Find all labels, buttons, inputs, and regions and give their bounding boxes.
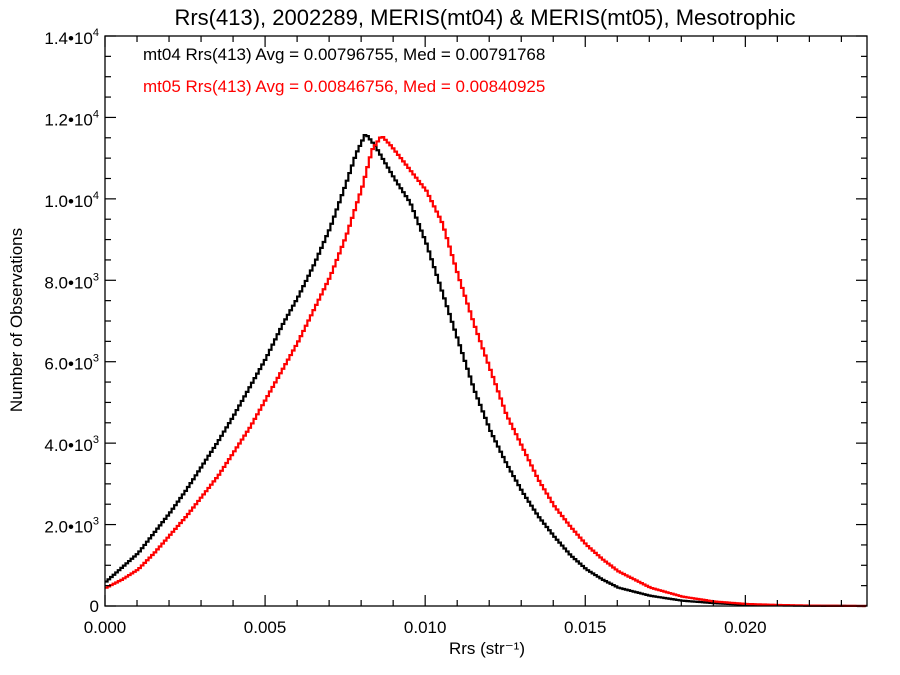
y-tick-mantissa: 2.0•10 [44, 518, 93, 537]
y-tick-mantissa: 0 [90, 597, 99, 616]
y-tick-label: 0 [90, 597, 99, 616]
series-mt05 [105, 136, 867, 608]
y-tick-label: 8.0•103 [44, 271, 99, 292]
plot-area: 0.000 0.005 0.010 0.015 0.02002.0•1034.0•103… [44, 27, 868, 637]
y-tick-exponent: 3 [93, 434, 99, 446]
y-tick-mantissa: 6.0•10 [44, 355, 93, 374]
y-tick-label: 6.0•103 [44, 353, 99, 374]
plot-frame [104, 35, 868, 607]
y-tick-label: 2.0•103 [44, 516, 99, 537]
x-axis-label: Rrs (str⁻¹) [449, 639, 525, 658]
y-tick-label: 1.0•104 [44, 190, 99, 211]
annotation-mt05: mt05 Rrs(413) Avg = 0.00846756, Med = 0.… [143, 77, 545, 96]
y-tick-exponent: 3 [93, 271, 99, 283]
y-axis-label: Number of Observations [7, 228, 26, 412]
x-tick-label: 0.010 [404, 618, 447, 637]
annotation-mt04: mt04 Rrs(413) Avg = 0.00796755, Med = 0.… [143, 45, 545, 64]
y-tick-exponent: 3 [93, 516, 99, 528]
y-tick-mantissa: 1.2•10 [44, 110, 93, 129]
x-tick-label: 0.000 [84, 618, 127, 637]
y-tick-label: 4.0•103 [44, 434, 99, 455]
y-tick-label: 1.2•104 [44, 108, 99, 129]
y-tick-mantissa: 1.4•10 [44, 29, 93, 48]
y-tick-exponent: 4 [93, 108, 99, 120]
x-tick-label: 0.015 [564, 618, 607, 637]
y-tick-mantissa: 1.0•10 [44, 192, 93, 211]
series-mt04 [105, 133, 867, 608]
y-tick-label: 1.4•104 [44, 27, 99, 48]
y-tick-exponent: 4 [93, 190, 99, 202]
x-tick-label: 0.020 [724, 618, 767, 637]
chart-title: Rrs(413), 2002289, MERIS(mt04) & MERIS(m… [174, 5, 795, 30]
y-tick-mantissa: 8.0•10 [44, 273, 93, 292]
y-tick-exponent: 3 [93, 353, 99, 365]
x-tick-label: 0.005 [244, 618, 287, 637]
y-tick-mantissa: 4.0•10 [44, 436, 93, 455]
y-tick-exponent: 4 [93, 27, 99, 39]
